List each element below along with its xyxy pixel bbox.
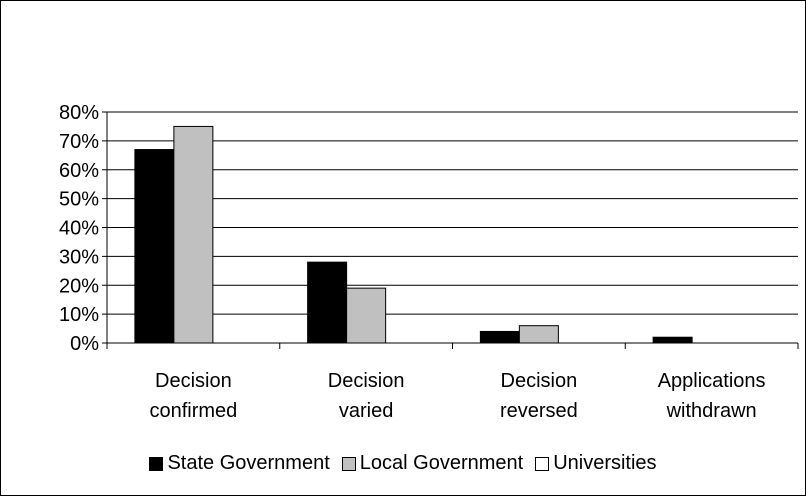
x-category-label: Applications [658,370,766,392]
legend-swatch [149,456,164,471]
legend-label: Universities [553,452,657,474]
y-tick-label: 50% [59,189,99,211]
bar [479,330,520,344]
y-tick-label: 30% [59,246,99,268]
bars [134,125,693,344]
bar [134,149,175,344]
x-category-label: Decision [155,370,232,392]
legend-item: Local Government [341,452,524,475]
x-category-label: varied [339,400,393,422]
legend-item: Universities [535,452,657,475]
axes [102,111,799,349]
legend: State Government Local Government Universi… [0,452,806,475]
bar [307,261,348,344]
x-category-labels: Decision confirmed Decision varied Decision r… [149,370,765,422]
x-category-label: Decision [501,370,578,392]
legend-label: State Government [167,452,330,474]
legend-item: State Government [149,452,330,475]
gridlines [107,111,798,315]
bar [652,336,693,344]
bar [518,325,559,344]
y-tick-label: 20% [59,275,99,297]
x-category-label: reversed [500,400,578,422]
y-tick-label: 0% [70,333,99,355]
y-tick-label: 10% [59,304,99,326]
bar [346,287,387,344]
y-tick-labels: 0% 10% 20% 30% 40% 50% 60% 70% 80% [59,102,99,355]
y-tick-label: 40% [59,218,99,240]
x-category-label: withdrawn [666,400,757,422]
x-category-label: confirmed [149,400,237,422]
y-tick-label: 70% [59,131,99,153]
legend-label: Local Government [359,452,524,474]
legend-swatch [535,456,550,471]
y-tick-label: 80% [59,102,99,124]
legend-swatch [341,456,356,471]
bar [173,125,214,344]
x-category-label: Decision [328,370,405,392]
y-tick-label: 60% [59,160,99,182]
